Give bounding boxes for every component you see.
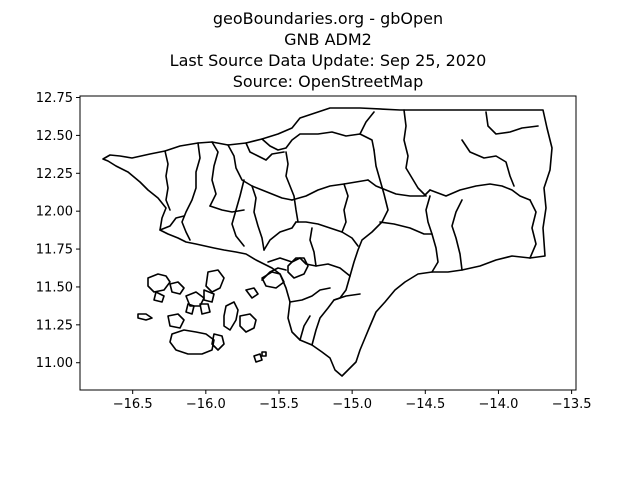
island	[137, 313, 153, 321]
title-line-2: GNB ADM2	[284, 30, 372, 49]
district-line	[461, 139, 515, 187]
x-tick-label: −15.0	[332, 397, 372, 412]
district-line	[289, 287, 331, 303]
map-title: geoBoundaries.org - gbOpen GNB ADM2 Last…	[170, 9, 487, 91]
district-line	[295, 221, 359, 247]
district-line	[403, 109, 427, 197]
map-islands	[137, 269, 285, 363]
district-line	[159, 215, 185, 231]
district-line	[251, 185, 265, 251]
y-tick-label: 11.25	[36, 318, 73, 333]
country-outline	[102, 107, 553, 377]
x-tick-label: −14.5	[405, 397, 445, 412]
district-line	[349, 149, 389, 277]
island	[203, 289, 215, 303]
x-tick-label: −15.5	[259, 397, 299, 412]
island	[199, 303, 211, 315]
island	[261, 351, 267, 357]
title-line-3: Last Source Data Update: Sep 25, 2020	[170, 51, 487, 70]
x-tick-label: −14.0	[479, 397, 519, 412]
island	[239, 313, 257, 333]
island	[147, 273, 171, 293]
district-line	[299, 315, 311, 341]
island	[211, 333, 225, 351]
district-line	[451, 199, 463, 271]
district-line	[209, 205, 245, 213]
island	[245, 287, 259, 299]
district-line	[227, 144, 293, 201]
district-line	[485, 111, 539, 135]
district-line	[529, 199, 537, 259]
island	[169, 329, 215, 355]
island	[261, 271, 285, 289]
district-line	[429, 183, 531, 201]
island	[253, 353, 263, 363]
district-line	[341, 183, 349, 233]
district-line	[311, 293, 361, 346]
district-line	[245, 142, 285, 161]
y-tick-label: 12.50	[36, 129, 73, 144]
title-line-1: geoBoundaries.org - gbOpen	[213, 9, 443, 28]
district-line	[285, 151, 299, 223]
district-line	[261, 131, 375, 151]
y-tick-label: 11.75	[36, 243, 73, 258]
y-tick-label: 12.25	[36, 167, 73, 182]
x-tick-label: −16.5	[113, 397, 153, 412]
district-line	[309, 227, 317, 267]
island	[167, 313, 185, 329]
x-tick-label: −13.5	[552, 397, 592, 412]
island	[169, 281, 185, 295]
x-tick-label: −16.0	[186, 397, 226, 412]
island	[223, 301, 239, 331]
axes-frame	[79, 95, 577, 391]
district-line	[209, 141, 219, 207]
y-tick-label: 12.00	[36, 205, 73, 220]
district-line	[263, 221, 297, 251]
district-line	[164, 150, 171, 211]
district-line	[231, 179, 245, 247]
district-line	[267, 257, 351, 277]
y-tick-label: 12.75	[36, 91, 73, 106]
district-line	[287, 257, 309, 279]
y-axis: 11.00 11.25 11.50 11.75 12.00 12.25 12.50 12.75	[36, 91, 80, 371]
district-line	[379, 221, 433, 235]
district-line	[291, 179, 369, 201]
x-axis: −16.5 −16.0 −15.5 −15.0 −14.5 −14.0 −13.5	[113, 390, 592, 412]
island	[185, 303, 195, 315]
district-line	[181, 142, 201, 241]
island	[153, 291, 165, 303]
title-line-4: Source: OpenStreetMap	[233, 72, 424, 91]
y-tick-label: 11.00	[36, 356, 73, 371]
map-boundaries	[102, 107, 553, 377]
y-tick-label: 11.50	[36, 280, 73, 295]
island	[205, 269, 225, 293]
district-line	[359, 111, 375, 135]
district-line	[367, 179, 431, 197]
